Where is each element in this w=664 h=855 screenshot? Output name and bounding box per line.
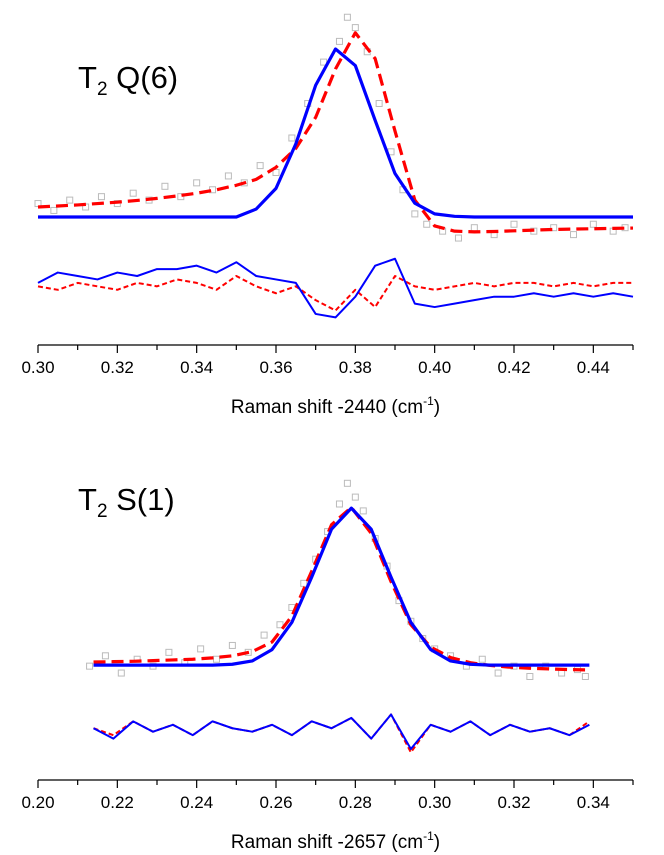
- data-point: [272, 169, 280, 176]
- x-tick-label: 0.22: [101, 793, 134, 812]
- data-point: [589, 220, 597, 228]
- x-tick-label: 0.28: [339, 793, 372, 812]
- x-tick-label: 0.24: [180, 793, 213, 812]
- data-point: [224, 172, 232, 180]
- data-point: [335, 500, 343, 508]
- x-axis-label-text: Raman shift -2440 (cm: [231, 397, 423, 418]
- data-point: [510, 220, 518, 228]
- residual-line: [37, 257, 634, 319]
- data-point: [117, 669, 125, 677]
- x-tick-label: 0.34: [577, 793, 610, 812]
- data-point: [343, 479, 351, 487]
- data-point: [454, 234, 462, 242]
- data-point: [197, 645, 205, 653]
- fit-line: [93, 506, 590, 667]
- data-point: [375, 100, 383, 107]
- data-point: [300, 579, 308, 587]
- data-point: [411, 210, 419, 218]
- residual-line: [93, 713, 590, 750]
- title-rest: S(1): [108, 482, 175, 517]
- data-point: [581, 673, 589, 680]
- x-tick-label: 0.32: [101, 358, 134, 377]
- data-point: [260, 631, 268, 639]
- panel: 0.30 0.32 0.34 0.36 0.38 0.40 0.42 0.44 Raman sh…: [21, 13, 634, 418]
- x-tick-label: 0.42: [497, 358, 530, 377]
- fit-line: [38, 47, 633, 219]
- data-point: [470, 224, 478, 232]
- x-axis-label-end: ): [434, 397, 440, 418]
- x-axis-label: Raman shift -2657 (cm-1): [231, 829, 440, 853]
- data-point: [351, 493, 359, 501]
- data-point: [101, 652, 109, 660]
- panel: 0.20 0.22 0.24 0.26 0.28 0.30 0.32 0.34 Raman sh…: [21, 479, 634, 853]
- x-tick-label: 0.38: [339, 358, 372, 377]
- data-point: [256, 162, 264, 170]
- panel-title: T2 Q(6): [78, 60, 178, 100]
- data-point: [423, 220, 431, 228]
- data-point: [419, 635, 427, 643]
- data-point: [335, 37, 343, 45]
- data-point: [161, 182, 169, 190]
- data-point: [193, 179, 201, 187]
- x-tick-label: 0.34: [180, 358, 213, 377]
- data-point: [343, 13, 351, 21]
- residual-line: [37, 275, 633, 312]
- title-main: T: [78, 482, 97, 517]
- data-point: [288, 134, 296, 142]
- x-axis-label-sup: -1: [423, 394, 434, 408]
- data-point: [165, 648, 173, 656]
- data-point: [86, 662, 94, 670]
- fit-line: [37, 31, 634, 234]
- data-point: [213, 655, 220, 663]
- data-point: [66, 196, 74, 204]
- data-point: [550, 224, 558, 232]
- data-point: [494, 669, 502, 677]
- x-axis-label-end: ): [434, 832, 440, 853]
- data-point: [228, 641, 236, 649]
- x-tick-label: 0.32: [497, 793, 530, 812]
- x-tick-label: 0.30: [418, 793, 451, 812]
- title-sub: 2: [97, 79, 108, 100]
- title-sub: 2: [97, 501, 108, 522]
- x-tick-label: 0.26: [259, 793, 292, 812]
- data-point: [50, 206, 58, 214]
- x-tick-label: 0.40: [418, 358, 451, 377]
- data-point: [526, 673, 534, 680]
- x-axis-label: Raman shift -2440 (cm-1): [231, 394, 440, 418]
- panel-title: T2 S(1): [78, 482, 175, 522]
- x-tick-label: 0.36: [259, 358, 292, 377]
- data-point: [359, 507, 367, 515]
- x-axis-label-text: Raman shift -2657 (cm: [231, 832, 423, 853]
- data-point: [351, 24, 359, 32]
- data-point: [129, 189, 137, 197]
- x-tick-label: 0.30: [21, 358, 54, 377]
- x-axis-label-sup: -1: [423, 829, 434, 843]
- x-tick-label: 0.20: [21, 793, 54, 812]
- title-main: T: [78, 60, 97, 95]
- data-point: [97, 193, 105, 201]
- x-tick-label: 0.44: [577, 358, 610, 377]
- data-point: [478, 655, 486, 663]
- residual-line: [93, 713, 590, 754]
- title-rest: Q(6): [108, 60, 179, 95]
- data-point: [276, 621, 284, 629]
- fit-line: [93, 505, 590, 672]
- data-point: [177, 193, 185, 201]
- data-point: [570, 231, 577, 239]
